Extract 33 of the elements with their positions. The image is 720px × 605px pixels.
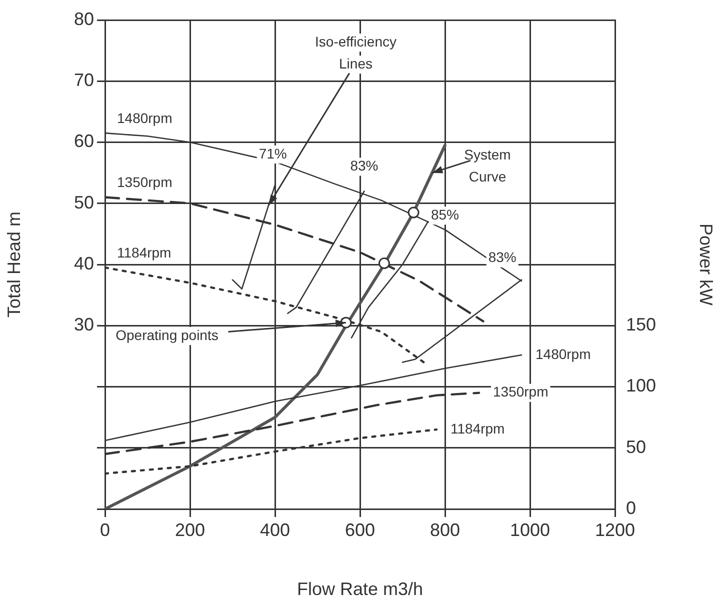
annotation: Iso-efficiency Lines — [315, 33, 396, 72]
y2-tick-label: 100 — [626, 376, 656, 396]
series-label: 1184rpm — [117, 244, 172, 260]
series-label: 1350rpm — [493, 384, 548, 400]
x-tick-label: 600 — [344, 520, 376, 540]
y2-tick-label: 0 — [626, 498, 636, 518]
y-tick-label: 30 — [74, 314, 94, 335]
x-tick-label: 0 — [100, 520, 110, 540]
y2-tick-label: 50 — [626, 436, 646, 457]
series-label: 1350rpm — [117, 174, 172, 190]
y-tick-label: 40 — [74, 253, 94, 274]
series-label: 1480rpm — [117, 110, 172, 126]
y-axis-title: Total Head m — [4, 211, 24, 318]
series-label: 1480rpm — [536, 346, 591, 362]
annotation: 85% — [430, 206, 460, 222]
annotation: 83% — [350, 158, 378, 174]
annotation: 71% — [258, 145, 287, 162]
y-tick-label: 50 — [74, 192, 94, 212]
y-tick-label: 60 — [74, 131, 94, 152]
x-tick-label: 1200 — [594, 520, 636, 540]
x-tick-label: 200 — [174, 520, 206, 540]
y-tick-label: 80 — [74, 8, 94, 29]
x-tick-label: 800 — [430, 520, 460, 540]
x-tick-label: 400 — [260, 520, 290, 540]
annotation: System Curve — [464, 146, 511, 185]
y2-tick-label: 150 — [626, 314, 656, 335]
series-label: 1184rpm — [450, 420, 505, 436]
y2-axis-title: Power kW — [696, 223, 716, 306]
x-tick-label: 1000 — [510, 520, 550, 540]
x-axis-title: Flow Rate m3/h — [296, 579, 424, 600]
annotation: 83% — [488, 249, 516, 266]
annotation: Operating points — [116, 326, 218, 343]
y-tick-label: 70 — [74, 70, 94, 90]
